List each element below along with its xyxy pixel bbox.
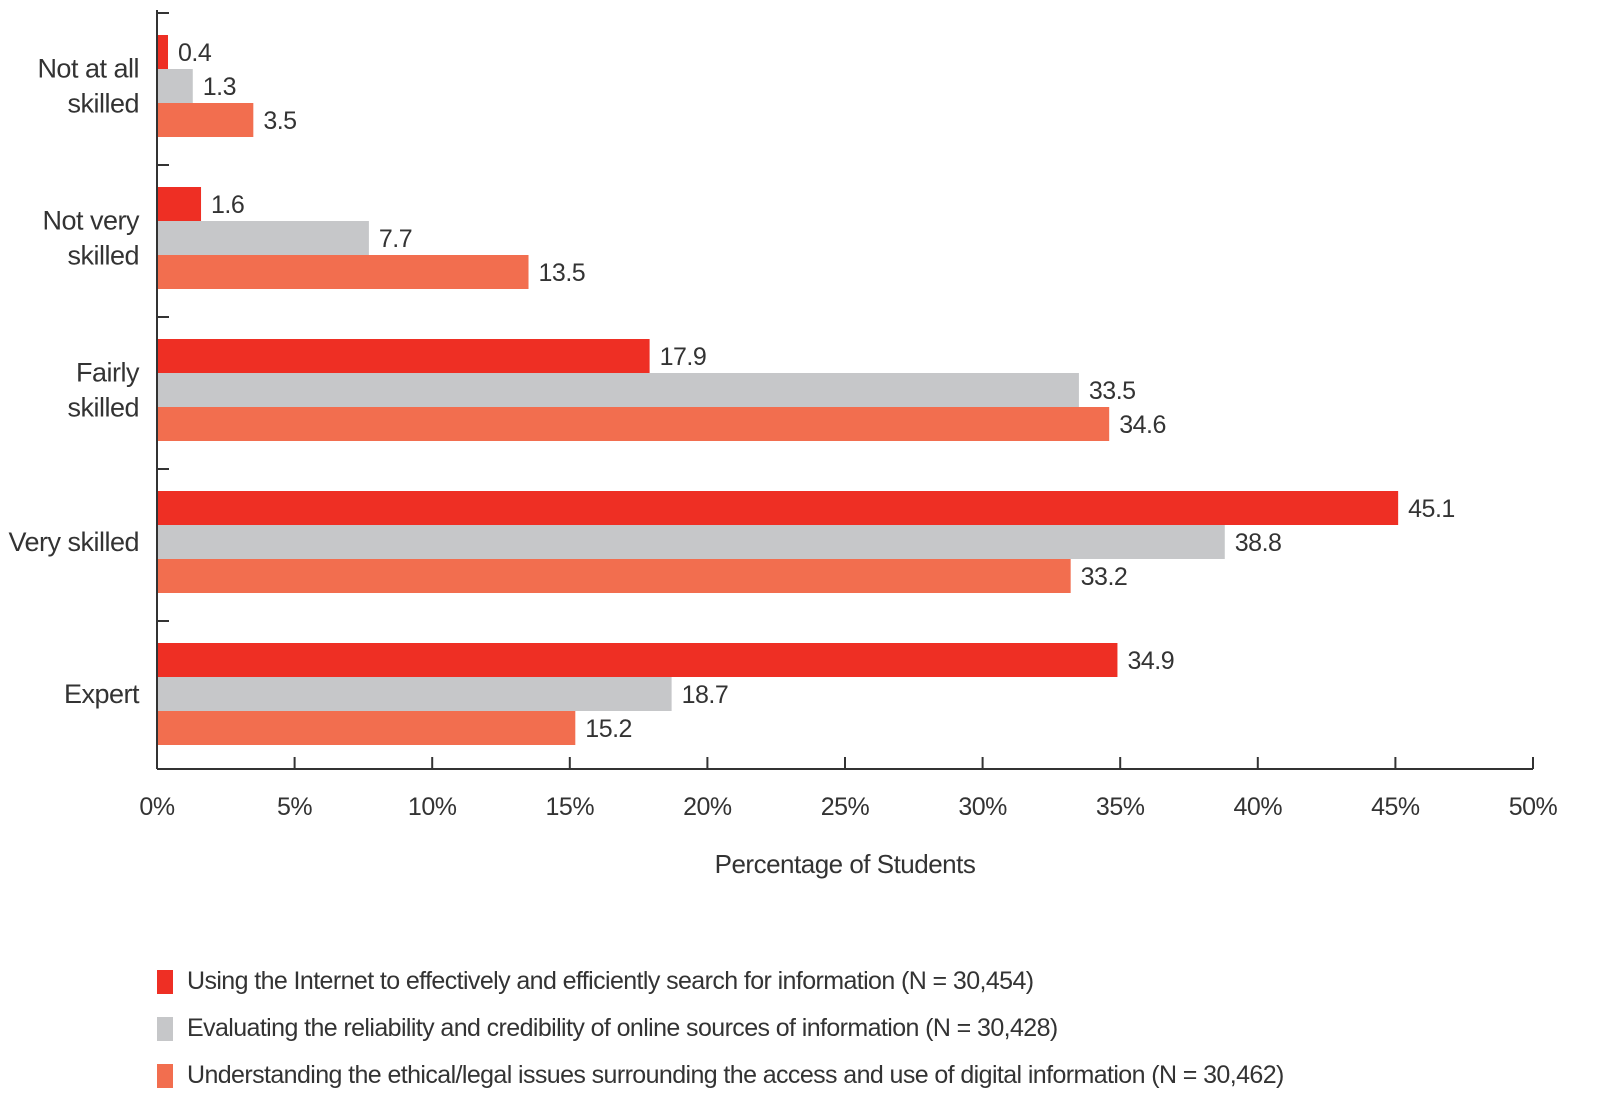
legend-label-internet-search: Using the Internet to effectively and ef… (187, 967, 1034, 995)
value-label-0-0: 0.4 (178, 39, 212, 67)
legend-item-internet-search: Using the Internet to effectively and ef… (157, 958, 1577, 1005)
category-label-0-1: skilled (67, 89, 139, 119)
bar-3-2 (157, 559, 1071, 593)
value-label-3-0: 45.1 (1408, 495, 1455, 523)
x-tick-label-7: 35% (1096, 793, 1145, 821)
category-label-4-0: Expert (64, 679, 140, 709)
x-tick-label-1: 5% (277, 793, 312, 821)
bar-0-2 (157, 103, 254, 137)
value-label-2-0: 17.9 (660, 343, 707, 371)
category-label-1-1: skilled (67, 241, 139, 271)
legend-label-evaluating-sources: Evaluating the reliability and credibili… (187, 1014, 1058, 1042)
x-tick-label-6: 30% (958, 793, 1007, 821)
legend-swatch-ethical-legal (157, 1063, 173, 1088)
value-label-4-0: 34.9 (1127, 647, 1174, 675)
x-axis-title: Percentage of Students (715, 849, 976, 879)
category-label-2-0: Fairly (76, 358, 140, 388)
bar-1-0 (157, 187, 202, 221)
x-tick-label-9: 45% (1371, 793, 1420, 821)
value-label-0-1: 1.3 (203, 73, 236, 101)
legend-item-ethical-legal: Understanding the ethical/legal issues s… (157, 1052, 1577, 1099)
bar-1-1 (157, 221, 369, 255)
bar-2-0 (157, 339, 650, 373)
bar-3-0 (157, 491, 1399, 525)
value-label-3-1: 38.8 (1235, 529, 1282, 557)
x-tick-label-0: 0% (139, 793, 174, 821)
bar-4-0 (157, 643, 1118, 677)
bar-0-0 (157, 35, 169, 69)
value-label-1-0: 1.6 (211, 191, 244, 219)
bar-2-2 (157, 407, 1110, 441)
category-label-2-1: skilled (67, 393, 139, 423)
x-tick-label-4: 20% (683, 793, 732, 821)
value-label-4-2: 15.2 (585, 715, 632, 743)
x-tick-label-5: 25% (821, 793, 870, 821)
category-label-0-0: Not at all (37, 54, 139, 84)
bar-0-1 (157, 69, 193, 103)
bar-1-2 (157, 255, 529, 289)
x-tick-label-2: 10% (408, 793, 457, 821)
value-label-1-1: 7.7 (379, 225, 412, 253)
bar-2-1 (157, 373, 1079, 407)
bar-3-1 (157, 525, 1225, 559)
value-label-3-2: 33.2 (1081, 563, 1128, 591)
category-label-1-0: Not very (42, 206, 140, 236)
value-label-1-2: 13.5 (539, 259, 586, 287)
legend: Using the Internet to effectively and ef… (157, 958, 1577, 1099)
x-tick-label-10: 50% (1509, 793, 1558, 821)
legend-swatch-evaluating-sources (157, 1016, 173, 1041)
value-label-2-1: 33.5 (1089, 377, 1136, 405)
bar-4-1 (157, 677, 672, 711)
x-tick-label-8: 40% (1234, 793, 1283, 821)
value-label-2-2: 34.6 (1119, 411, 1166, 439)
value-label-4-1: 18.7 (682, 681, 729, 709)
x-tick-label-3: 15% (546, 793, 595, 821)
legend-swatch-internet-search (157, 969, 173, 994)
category-label-3-0: Very skilled (8, 527, 139, 557)
value-label-0-2: 3.5 (263, 107, 296, 135)
legend-label-ethical-legal: Understanding the ethical/legal issues s… (187, 1061, 1284, 1089)
legend-item-evaluating-sources: Evaluating the reliability and credibili… (157, 1005, 1577, 1052)
bar-4-2 (157, 711, 576, 745)
